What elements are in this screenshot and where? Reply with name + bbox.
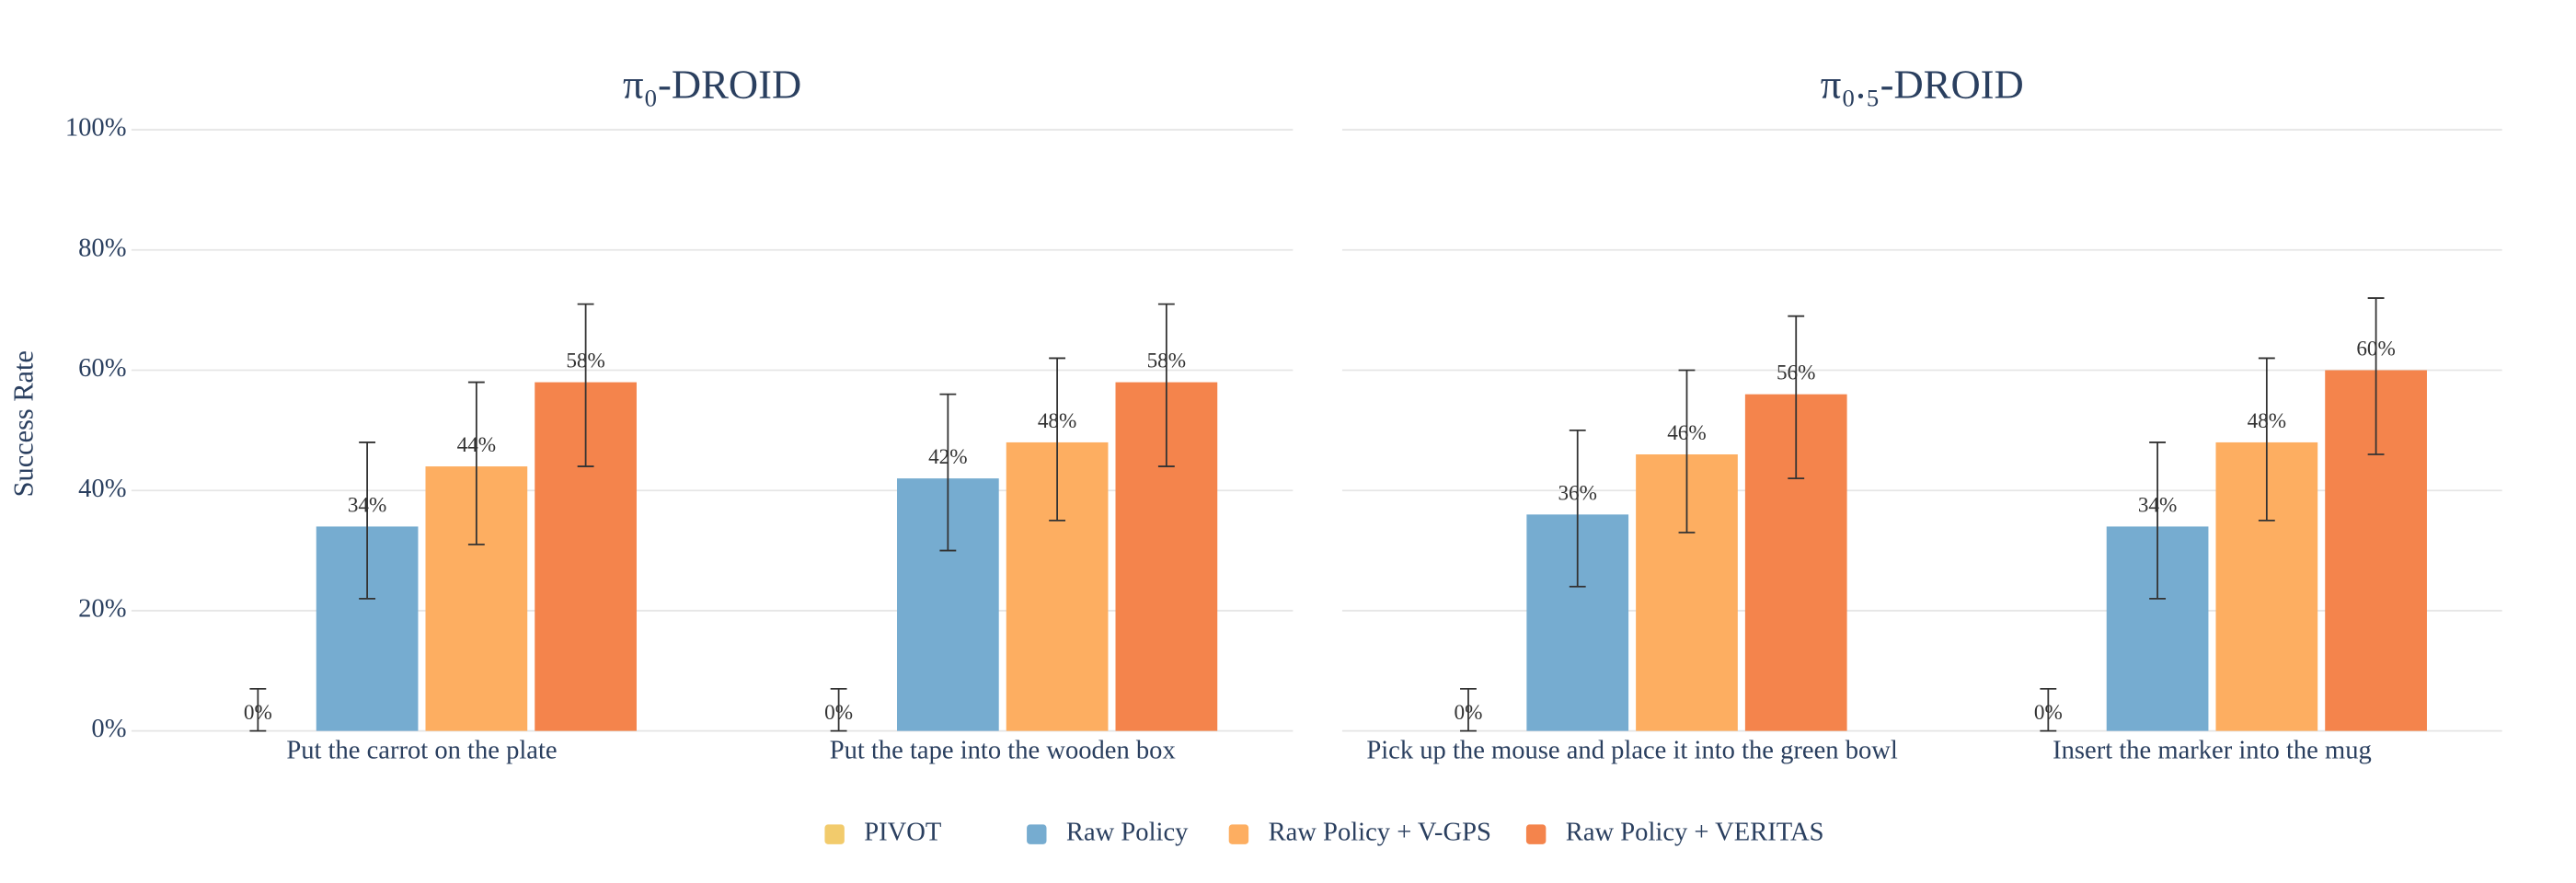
x-tick-label: Insert the marker into the mug xyxy=(2053,736,2372,764)
x-tick-label: Pick up the mouse and place it into the … xyxy=(1366,736,1898,764)
y-tick-label: 40% xyxy=(78,475,126,503)
value-label: 0% xyxy=(244,701,272,725)
value-label: 0% xyxy=(1455,701,1483,725)
y-tick-label: 20% xyxy=(78,594,126,623)
value-label: 34% xyxy=(348,493,387,517)
legend-swatch xyxy=(824,824,845,844)
y-tick-label: 80% xyxy=(78,234,126,262)
legend-label: Raw Policy + VERITAS xyxy=(1566,819,1824,847)
y-tick-label: 0% xyxy=(91,715,126,743)
y-tick-label: 60% xyxy=(78,354,126,383)
x-tick-label: Put the carrot on the plate xyxy=(286,736,557,764)
value-label: 58% xyxy=(1147,349,1187,373)
legend-swatch xyxy=(1525,824,1547,844)
y-tick-label: 100% xyxy=(65,114,127,143)
value-label: 60% xyxy=(2356,337,2396,361)
chart-title: π₀-DROID xyxy=(623,62,801,108)
legend-label: Raw Policy + V-GPS xyxy=(1269,819,1491,847)
x-tick-label: Put the tape into the wooden box xyxy=(830,736,1176,764)
value-label: 48% xyxy=(2248,409,2287,433)
value-label: 56% xyxy=(1777,361,1816,385)
legend-label: PIVOT xyxy=(864,819,941,847)
y-axis-label: Success Rate xyxy=(8,350,40,497)
legend-swatch xyxy=(1027,824,1047,844)
value-label: 46% xyxy=(1667,421,1707,445)
chart-title: π₀.₅-DROID xyxy=(1821,62,2024,108)
value-label: 0% xyxy=(2034,701,2063,725)
value-label: 58% xyxy=(566,349,605,373)
value-label: 48% xyxy=(1038,409,1077,433)
legend-label: Raw Policy xyxy=(1066,819,1189,847)
value-label: 34% xyxy=(2138,493,2178,517)
value-label: 0% xyxy=(824,701,853,725)
value-label: 36% xyxy=(1558,481,1597,505)
value-label: 42% xyxy=(928,445,968,469)
value-label: 44% xyxy=(457,433,497,457)
legend-swatch xyxy=(1228,824,1249,844)
